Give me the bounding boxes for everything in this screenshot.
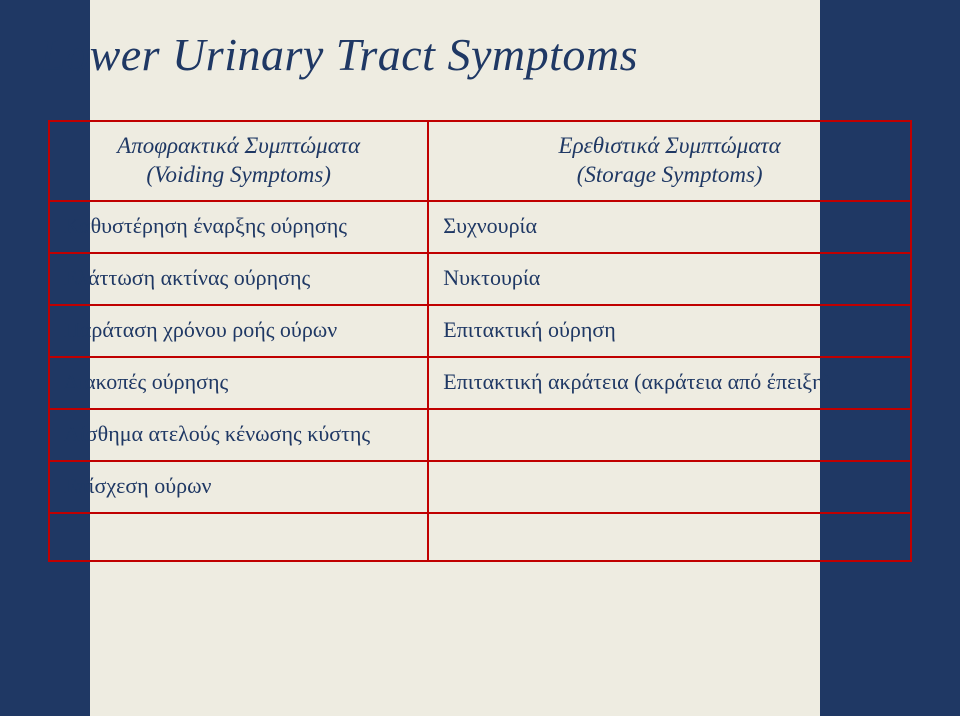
header-voiding-line2: (Voiding Symptoms) [146, 162, 331, 187]
cell-left: Αίσθημα ατελούς κένωσης κύστης [49, 409, 428, 461]
cell-right [428, 409, 911, 461]
cell-left: Καθυστέρηση έναρξης ούρησης [49, 201, 428, 253]
table-row: Παράταση χρόνου ροής ούρων Επιτακτική ού… [49, 305, 911, 357]
cell-right: Συχνουρία [428, 201, 911, 253]
cell-left: Ελάττωση ακτίνας ούρησης [49, 253, 428, 305]
table-row: Καθυστέρηση έναρξης ούρησης Συχνουρία [49, 201, 911, 253]
cell-right: Επιτακτική ούρηση [428, 305, 911, 357]
header-storage-line2: (Storage Symptoms) [577, 162, 763, 187]
header-voiding-line1: Αποφρακτικά Συμπτώματα [117, 133, 360, 158]
table-header-row: Αποφρακτικά Συμπτώματα (Voiding Symptoms… [49, 121, 911, 201]
cell-left: Επίσχεση ούρων [49, 461, 428, 513]
header-storage: Ερεθιστικά Συμπτώματα (Storage Symptoms) [428, 121, 911, 201]
table-row: Επίσχεση ούρων [49, 461, 911, 513]
cell-right [428, 513, 911, 561]
cell-left: Παράταση χρόνου ροής ούρων [49, 305, 428, 357]
header-voiding: Αποφρακτικά Συμπτώματα (Voiding Symptoms… [49, 121, 428, 201]
table-row: Ελάττωση ακτίνας ούρησης Νυκτουρία [49, 253, 911, 305]
cell-right: Επιτακτική ακράτεια (ακράτεια από έπειξη… [428, 357, 911, 409]
table-row: Αίσθημα ατελούς κένωσης κύστης [49, 409, 911, 461]
cell-left: Διακοπές ούρησης [49, 357, 428, 409]
symptoms-table-wrap: Αποφρακτικά Συμπτώματα (Voiding Symptoms… [48, 120, 912, 562]
cell-left [49, 513, 428, 561]
slide-title: Lower Urinary Tract Symptoms [40, 28, 638, 81]
header-storage-line1: Ερεθιστικά Συμπτώματα [559, 133, 781, 158]
cell-right: Νυκτουρία [428, 253, 911, 305]
table-row [49, 513, 911, 561]
cell-right [428, 461, 911, 513]
table-row: Διακοπές ούρησης Επιτακτική ακράτεια (ακ… [49, 357, 911, 409]
symptoms-table: Αποφρακτικά Συμπτώματα (Voiding Symptoms… [48, 120, 912, 562]
